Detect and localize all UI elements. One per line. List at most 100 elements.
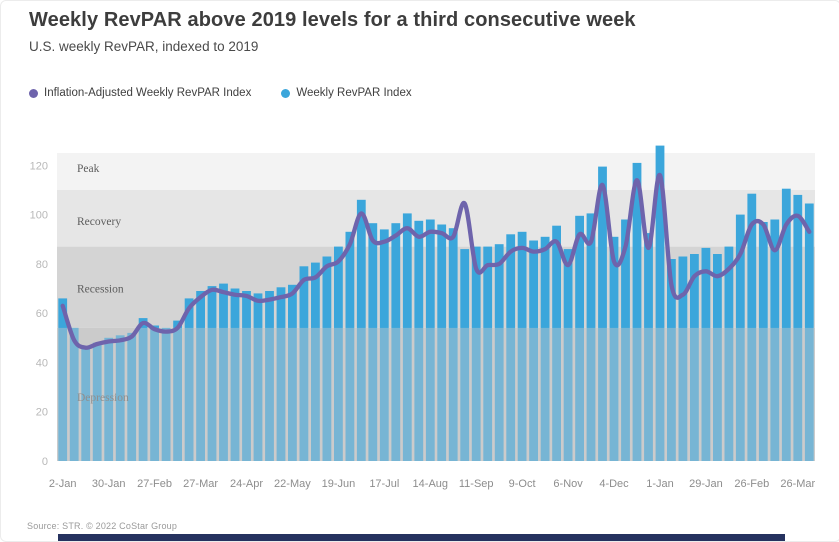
x-tick-label: 24-Apr (230, 478, 263, 490)
y-tick-label: 120 (30, 160, 48, 172)
x-tick-label: 17-Jul (369, 478, 399, 490)
bar-week-1 (58, 298, 68, 461)
y-tick-label: 100 (30, 210, 48, 222)
bar-week-7 (127, 332, 137, 461)
bar-week-25 (334, 246, 343, 461)
bar-week-26 (345, 231, 355, 461)
x-tick-label: 19-Jun (322, 478, 356, 490)
bar-week-2 (69, 327, 79, 461)
bar-week-53 (655, 145, 665, 461)
bar-week-23 (311, 262, 320, 461)
bar-week-55 (678, 256, 688, 461)
bar-week-63 (770, 219, 780, 461)
bar-week-9 (150, 325, 159, 461)
legend-item-weekly-index: Weekly RevPAR Index (281, 87, 412, 99)
bar-week-18 (253, 293, 263, 461)
y-tick-label: 0 (42, 456, 48, 468)
inflation-adjusted-line (60, 173, 812, 350)
bar-week-59 (724, 246, 734, 461)
bar-week-45 (563, 249, 573, 461)
x-tick-label: 6-Nov (553, 478, 583, 490)
bar-week-27 (356, 199, 366, 462)
legend-item-inflation-adjusted: Inflation-Adjusted Weekly RevPAR Index (29, 87, 251, 99)
bar-week-40 (506, 234, 516, 461)
bar-week-60 (735, 214, 745, 461)
depression-overlay (57, 327, 815, 461)
bar-week-15 (219, 283, 228, 461)
bar-week-38 (483, 246, 493, 461)
bar-week-47 (586, 213, 596, 461)
x-tick-label: 27-Mar (183, 478, 218, 490)
bar-week-20 (276, 287, 286, 461)
purple-dot-icon (29, 88, 38, 98)
bar-week-65 (793, 194, 803, 461)
bar-week-8 (138, 318, 148, 461)
x-tick-label: 11-Sep (459, 478, 494, 490)
bar-week-21 (288, 284, 297, 461)
bar-week-50 (621, 219, 630, 461)
x-tick-label: 30-Jan (92, 478, 126, 490)
band-depression (57, 327, 815, 461)
bar-week-19 (265, 291, 274, 461)
bar-week-66 (804, 203, 814, 461)
legend-label: Inflation-Adjusted Weekly RevPAR Index (44, 87, 252, 99)
bar-week-39 (494, 244, 504, 461)
page-subtitle: U.S. weekly RevPAR, indexed to 2019 (29, 39, 259, 54)
bar-week-52 (644, 233, 653, 461)
bar-week-34 (437, 224, 447, 461)
x-tick-label: 22-May (274, 478, 311, 490)
bar-week-56 (690, 254, 699, 461)
band-recession (57, 246, 815, 328)
band-label-recession: Recession (77, 284, 124, 296)
footer-brand-strip (58, 534, 785, 541)
bar-week-28 (368, 223, 378, 461)
bar-week-57 (701, 247, 711, 461)
bar-week-64 (781, 188, 791, 461)
band-label-depression: Depression (77, 392, 129, 404)
bar-week-24 (322, 256, 332, 461)
x-tick-label: 1-Jan (646, 478, 674, 490)
bar-week-49 (609, 236, 619, 461)
source-attribution: Source: STR. © 2022 CoStar Group (27, 521, 178, 531)
bar-week-43 (540, 236, 550, 461)
band-recovery (57, 190, 815, 247)
bar-week-4 (92, 342, 102, 461)
x-tick-label: 4-Dec (599, 478, 629, 490)
chart-legend: Inflation-Adjusted Weekly RevPAR Index W… (29, 87, 412, 99)
bar-week-14 (207, 286, 217, 461)
bar-week-36 (460, 249, 470, 461)
bar-week-51 (632, 162, 642, 461)
bar-week-30 (391, 223, 401, 461)
bar-week-29 (379, 229, 389, 461)
bar-week-37 (471, 246, 481, 461)
bar-week-16 (230, 288, 240, 461)
bar-week-12 (184, 298, 194, 461)
x-tick-label: 2-Jan (49, 478, 77, 490)
bar-week-11 (173, 320, 182, 461)
bar-week-35 (448, 228, 458, 461)
bar-week-31 (402, 213, 412, 461)
bar-week-32 (414, 220, 424, 461)
bar-week-22 (299, 266, 309, 461)
bar-week-41 (517, 231, 527, 461)
x-tick-label: 9-Oct (509, 478, 536, 490)
y-tick-label: 20 (36, 407, 48, 419)
x-tick-label: 29-Jan (689, 478, 723, 490)
x-tick-label: 14-Aug (413, 478, 448, 490)
x-tick-label: 26-Feb (734, 478, 769, 490)
bar-week-17 (242, 291, 251, 461)
bar-week-54 (667, 259, 676, 461)
band-label-recovery: Recovery (77, 216, 121, 228)
bar-week-44 (552, 225, 561, 461)
bar-week-33 (425, 219, 435, 461)
bar-week-10 (161, 327, 171, 461)
page-title: Weekly RevPAR above 2019 levels for a th… (29, 9, 636, 31)
bar-week-61 (747, 193, 757, 461)
bar-week-58 (713, 254, 722, 461)
legend-label: Weekly RevPAR Index (296, 87, 412, 99)
bar-week-42 (529, 240, 538, 461)
x-tick-label: 27-Feb (137, 478, 172, 490)
bar-week-13 (196, 291, 205, 461)
